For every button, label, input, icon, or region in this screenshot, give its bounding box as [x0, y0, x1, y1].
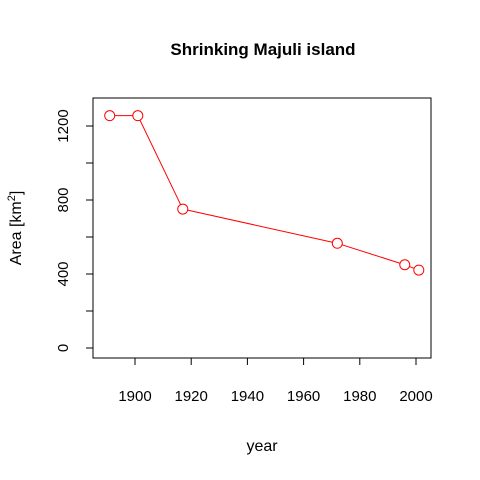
x-tick-label: 1960 [287, 388, 320, 405]
series-segment [187, 209, 333, 243]
y-axis-label: Area [km2] [6, 191, 25, 266]
x-tick-label: 1920 [175, 388, 208, 405]
x-axis-label: year [246, 438, 278, 455]
x-tick-label: 2000 [399, 388, 432, 405]
x-tick-label: 1900 [118, 388, 151, 405]
series-segment [409, 266, 415, 269]
y-tick-label: 800 [55, 187, 72, 212]
series-layer [104, 110, 425, 276]
series-segment [139, 119, 182, 205]
chart-title: Shrinking Majuli island [170, 40, 355, 59]
y-tick-label: 400 [55, 261, 72, 286]
y-axis-label-suffix: ] [8, 191, 25, 195]
y-axis-label-superscript: 2 [6, 195, 18, 201]
y-axis-label-main: Area [km [8, 201, 25, 265]
data-point [399, 259, 411, 271]
data-point [177, 203, 189, 215]
x-tick-label: 1980 [343, 388, 376, 405]
x-axis: 1900 1920 1940 1960 1980 2000 [118, 357, 433, 405]
data-point [331, 237, 343, 249]
series-segment [341, 244, 401, 264]
data-point [104, 110, 116, 122]
y-axis: 0 400 800 1200 [55, 109, 94, 352]
y-tick-label: 0 [55, 344, 72, 352]
data-point [132, 110, 144, 122]
y-tick-label: 1200 [55, 109, 72, 142]
x-tick-label: 1940 [231, 388, 264, 405]
data-point [413, 264, 425, 276]
